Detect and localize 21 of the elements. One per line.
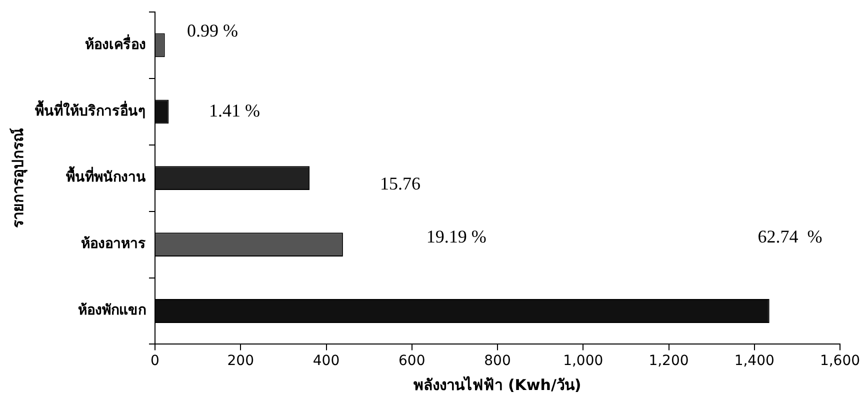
annotation: 62.74 % [758, 226, 822, 247]
x-tick-label: 200 [227, 353, 254, 370]
x-tick-label: 1,200 [648, 353, 689, 370]
x-tick-label: 1,400 [734, 353, 774, 370]
y-tick-label: ห้องพักแขก [78, 302, 146, 319]
y-tick-label: พื้นที่ให้บริการอื่นๆ [35, 99, 146, 120]
y-axis-title: รายการอุปกรณ์ [8, 128, 28, 228]
x-tick-label: 800 [484, 353, 511, 370]
x-axis-title: พลังงานไฟฟ้า (Kwh/วัน) [414, 374, 582, 394]
x-tick-label: 0 [150, 353, 160, 370]
annotation: 15.76 [380, 173, 420, 194]
y-tick-label: ห้องอาหาร [81, 236, 146, 252]
annotation: 0.99 % [187, 20, 238, 41]
x-tick-label: 1,000 [563, 353, 604, 370]
x-tick-label: 400 [312, 353, 340, 370]
annotation: 1.41 % [208, 100, 260, 120]
x-tick-label: 600 [398, 353, 426, 370]
x-tick-label: 1,600 [820, 353, 860, 370]
y-tick-label: พื้นที่พนักงาน [66, 166, 146, 186]
y-tick-label: ห้องเครื่อง [85, 34, 146, 53]
annotation: 19.19 % [426, 226, 486, 247]
